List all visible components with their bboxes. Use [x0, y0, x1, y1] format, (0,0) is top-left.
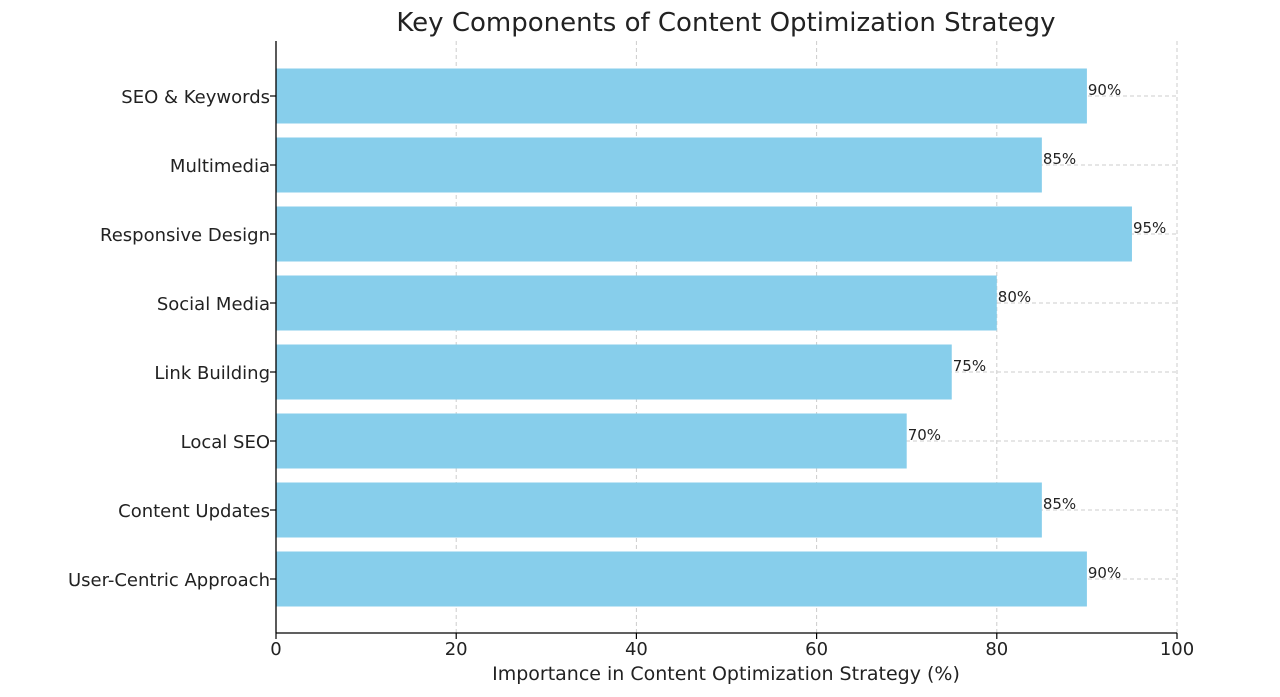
value-label: 90% — [1088, 564, 1121, 582]
x-tick-label: 80 — [985, 639, 1008, 660]
value-label: 90% — [1088, 81, 1121, 99]
value-label: 95% — [1133, 219, 1166, 237]
y-tick-label: User-Centric Approach — [68, 570, 270, 591]
value-label: 85% — [1043, 150, 1076, 168]
bar — [276, 137, 1042, 193]
bars — [276, 68, 1132, 607]
bar — [276, 551, 1087, 607]
chart-title: Key Components of Content Optimization S… — [396, 8, 1055, 38]
y-tick-label: SEO & Keywords — [121, 87, 270, 108]
bar — [276, 482, 1042, 538]
x-tick-label: 40 — [625, 639, 648, 660]
x-ticks: 0 20 40 60 80 100 — [270, 633, 1194, 660]
y-tick-label: Social Media — [157, 294, 270, 315]
bar — [276, 344, 952, 400]
y-tick-label: Responsive Design — [100, 225, 270, 246]
bar — [276, 68, 1087, 124]
x-tick-label: 20 — [445, 639, 468, 660]
x-tick-label: 100 — [1160, 639, 1194, 660]
bar — [276, 413, 907, 469]
value-label: 75% — [953, 357, 986, 375]
bar — [276, 275, 997, 331]
y-tick-label: Local SEO — [181, 432, 270, 453]
grid-lines — [275, 41, 1178, 633]
x-axis-label: Importance in Content Optimization Strat… — [492, 663, 960, 685]
value-label: 70% — [908, 426, 941, 444]
y-tick-label: Multimedia — [170, 156, 270, 177]
x-tick-label: 0 — [270, 639, 281, 660]
bar — [276, 206, 1132, 262]
value-label: 85% — [1043, 495, 1076, 513]
x-tick-label: 60 — [805, 639, 828, 660]
y-ticks: SEO & Keywords Multimedia Responsive Desig… — [68, 87, 276, 591]
y-tick-label: Link Building — [154, 363, 270, 384]
value-label: 80% — [998, 288, 1031, 306]
axes — [275, 41, 1177, 634]
y-tick-label: Content Updates — [118, 501, 270, 522]
value-labels: 90% 85% 95% 80% 75% 70% 85% 90% — [908, 81, 1167, 582]
